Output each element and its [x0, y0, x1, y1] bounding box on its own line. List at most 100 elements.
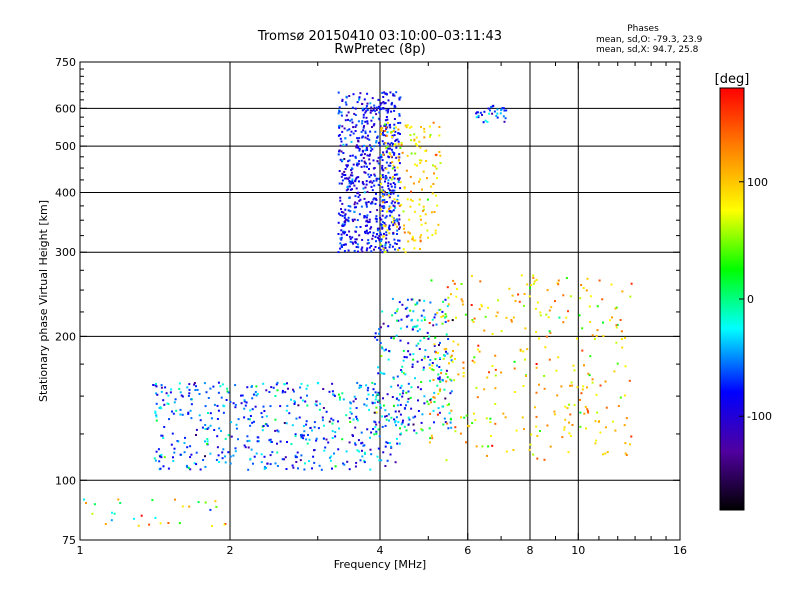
echo-point: [355, 415, 358, 418]
echo-point: [340, 233, 343, 236]
echo-point: [385, 126, 388, 129]
echo-point: [375, 109, 378, 111]
echo-point: [344, 243, 347, 246]
echo-point: [372, 388, 375, 391]
echo-point: [383, 124, 386, 127]
echo-point: [419, 240, 422, 243]
echo-point: [220, 396, 223, 399]
echo-point: [202, 459, 205, 461]
echo-point: [392, 218, 395, 221]
echo-point: [414, 152, 417, 155]
echo-point: [410, 139, 412, 142]
echo-point: [383, 193, 386, 196]
echo-point: [513, 360, 516, 363]
echo-point: [513, 391, 516, 393]
echo-point: [393, 177, 396, 180]
echo-point: [415, 432, 418, 435]
echo-point: [362, 126, 365, 129]
echo-point: [391, 189, 394, 192]
echo-point: [244, 446, 247, 449]
echo-point: [379, 243, 382, 246]
echo-point: [630, 435, 633, 438]
echo-point: [394, 312, 397, 314]
echo-point: [261, 416, 264, 419]
echo-point: [391, 144, 394, 147]
echo-point: [449, 421, 452, 424]
echo-point: [294, 435, 297, 438]
echo-point: [412, 353, 415, 356]
echo-point: [512, 316, 515, 319]
echo-point: [486, 120, 489, 123]
echo-point: [195, 451, 198, 454]
echo-point: [399, 327, 402, 330]
echo-point: [266, 424, 269, 427]
echo-point: [434, 313, 437, 316]
echo-point: [422, 208, 425, 211]
y-tick-label: 100: [55, 474, 76, 487]
echo-point: [445, 372, 448, 375]
echo-point: [407, 390, 410, 393]
echo-point: [351, 106, 354, 109]
echo-point: [624, 442, 627, 445]
echo-point: [341, 179, 344, 182]
echo-point: [435, 323, 438, 326]
echo-point: [445, 333, 448, 336]
echo-point: [413, 138, 416, 141]
echo-point: [397, 132, 400, 135]
echo-point: [343, 250, 346, 252]
echo-point: [384, 119, 387, 122]
echo-point: [421, 429, 424, 432]
echo-point: [276, 389, 279, 392]
echo-point: [429, 379, 431, 382]
echo-point: [417, 386, 420, 389]
echo-point: [360, 165, 363, 168]
echo-point: [625, 417, 628, 420]
echo-point: [364, 130, 367, 133]
echo-point: [388, 228, 391, 231]
echo-point: [341, 392, 344, 395]
echo-point: [381, 186, 384, 189]
echo-point: [439, 380, 442, 383]
echo-point: [157, 448, 160, 451]
echo-point: [354, 238, 357, 241]
echo-point: [234, 403, 237, 406]
echo-point: [255, 385, 258, 388]
echo-point: [438, 378, 441, 381]
echo-point: [460, 283, 463, 285]
echo-point: [398, 223, 400, 226]
echo-point: [510, 320, 513, 323]
echo-point: [366, 214, 369, 217]
echo-point: [415, 136, 418, 139]
echo-point: [360, 153, 363, 156]
echo-point: [364, 186, 367, 189]
echo-point: [387, 108, 390, 111]
echo-point: [249, 415, 252, 417]
echo-point: [223, 523, 226, 526]
echo-point: [502, 107, 505, 110]
echo-point: [172, 412, 175, 415]
echo-point: [433, 421, 435, 424]
echo-point: [392, 189, 395, 192]
echo-point: [386, 146, 389, 149]
echo-point: [349, 237, 352, 240]
echo-point: [388, 224, 391, 227]
echo-point: [414, 163, 417, 166]
echo-point: [372, 231, 375, 234]
echo-point: [269, 405, 272, 408]
echo-point: [381, 347, 384, 350]
echo-point: [226, 387, 229, 390]
echo-point: [337, 251, 340, 254]
echo-point: [159, 467, 162, 470]
echo-point: [399, 133, 401, 135]
echo-point: [395, 397, 398, 400]
echo-point: [345, 143, 348, 146]
echo-point: [379, 371, 382, 374]
echo-point: [379, 326, 382, 329]
echo-point: [216, 435, 219, 438]
echo-point: [366, 137, 369, 140]
echo-point: [378, 328, 381, 331]
echo-point: [486, 454, 488, 457]
echo-point: [429, 135, 431, 138]
echo-point: [520, 274, 523, 277]
echo-point: [212, 385, 215, 388]
